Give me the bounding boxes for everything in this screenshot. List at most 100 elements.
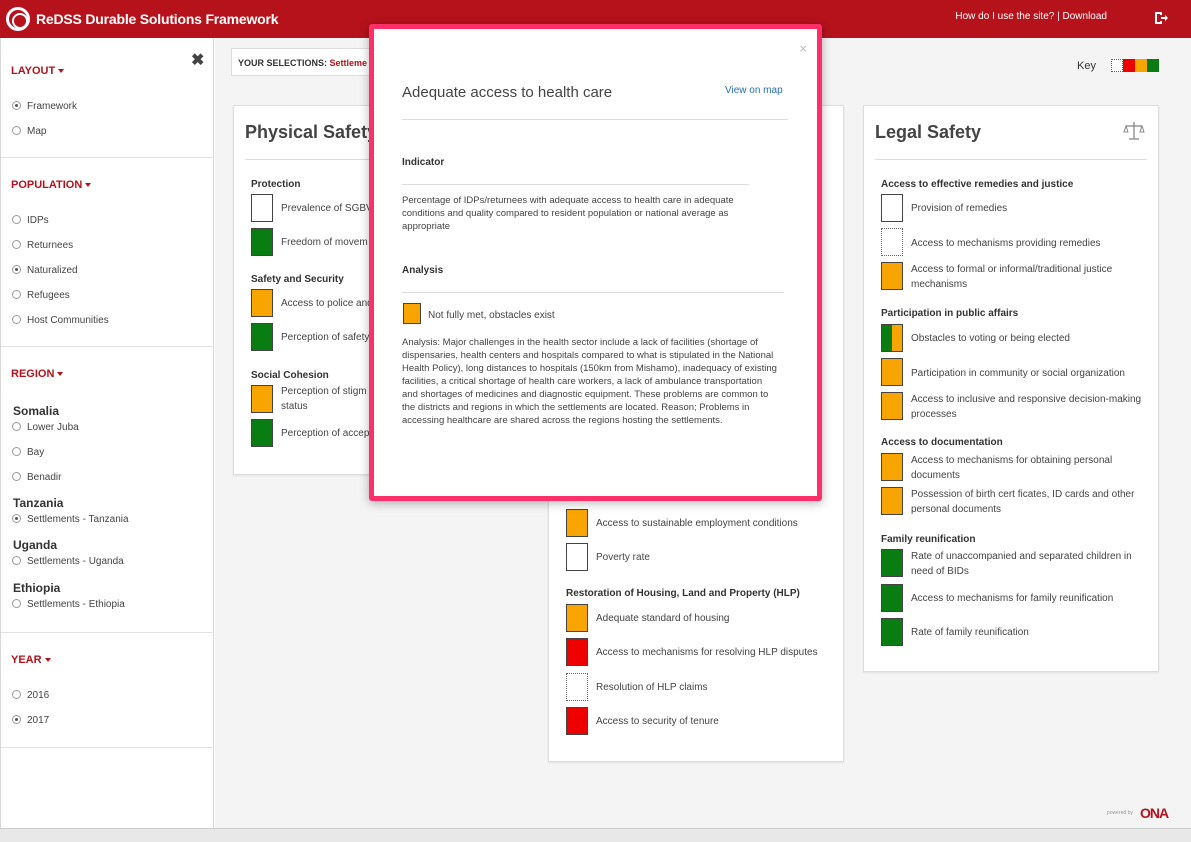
analysis-text: Analysis: Major challenges in the health…: [402, 337, 777, 426]
region-option-settlements-uganda[interactable]: Settlements - Uganda: [12, 556, 124, 567]
region-option-settlements-tanzania[interactable]: Settlements - Tanzania: [12, 514, 129, 525]
region-option-bay[interactable]: Bay: [12, 447, 44, 458]
radio-icon[interactable]: [12, 690, 21, 699]
indicator-hlp-disputes[interactable]: Access to mechanisms for resolving HLP d…: [566, 638, 836, 668]
status-amber-square[interactable]: [251, 289, 273, 317]
indicator-poverty-rate[interactable]: Poverty rate: [566, 543, 836, 573]
status-amber-square[interactable]: [881, 358, 903, 386]
group-social-cohesion: Social Cohesion: [251, 370, 329, 381]
year-heading[interactable]: YEAR: [11, 654, 51, 666]
indicator-perception-of-safety[interactable]: Perception of safety: [251, 323, 501, 353]
indicator-adequate-housing[interactable]: Adequate standard of housing: [566, 604, 836, 634]
status-amber-square[interactable]: [881, 487, 903, 515]
status-amber-square[interactable]: [881, 392, 903, 420]
status-green-square[interactable]: [881, 549, 903, 577]
indicator-access-to-police[interactable]: Access to police and: [251, 289, 501, 319]
indicator-possession-of-documents[interactable]: Possession of birth cert ficates, ID car…: [881, 487, 1151, 517]
analysis-heading: Analysis: [402, 265, 444, 276]
population-option-host-communities[interactable]: Host Communities: [12, 315, 109, 326]
key-swatch-red: [1123, 59, 1135, 72]
year-option-2016[interactable]: 2016: [12, 690, 49, 701]
status-red-square[interactable]: [566, 638, 588, 666]
indicator-hlp-claims[interactable]: Resolution of HLP claims: [566, 673, 836, 703]
indicator-reunification-mechanisms[interactable]: Access to mechanisms for family reunific…: [881, 584, 1151, 614]
download-link[interactable]: Download: [1062, 11, 1107, 22]
indicator-unaccompanied-children[interactable]: Rate of unaccompanied and separated chil…: [881, 549, 1151, 579]
app-title[interactable]: ReDSS Durable Solutions Framework: [36, 11, 279, 27]
population-heading[interactable]: POPULATION: [11, 179, 91, 191]
radio-icon[interactable]: [12, 290, 21, 299]
region-option-settlements-ethiopia[interactable]: Settlements - Ethiopia: [12, 599, 125, 610]
divider: [402, 119, 788, 120]
status-no-data-square[interactable]: [881, 228, 903, 256]
indicator-reunification-rate[interactable]: Rate of family reunification: [881, 618, 1151, 648]
indicator-security-of-tenure[interactable]: Access to security of tenure: [566, 707, 836, 737]
status-white-square[interactable]: [881, 194, 903, 222]
radio-icon[interactable]: [12, 599, 21, 608]
country-somalia: Somalia: [13, 404, 60, 418]
radio-icon[interactable]: [12, 240, 21, 249]
population-option-refugees[interactable]: Refugees: [12, 290, 70, 301]
status-green-square[interactable]: [881, 618, 903, 646]
radio-icon[interactable]: [12, 422, 21, 431]
status-amber-square[interactable]: [881, 453, 903, 481]
indicator-perception-of-stigma[interactable]: Perception of stigm status: [251, 385, 501, 415]
indicator-decision-making[interactable]: Access to inclusive and responsive decis…: [881, 392, 1151, 422]
indicator-obtaining-documents[interactable]: Access to mechanisms for obtaining perso…: [881, 453, 1151, 483]
modal-title: Adequate access to health care: [402, 84, 613, 101]
indicator-sustainable-employment[interactable]: Access to sustainable employment conditi…: [566, 509, 836, 539]
radio-icon[interactable]: [12, 126, 21, 135]
region-option-benadir[interactable]: Benadir: [12, 472, 61, 483]
radio-icon[interactable]: [12, 447, 21, 456]
population-option-idps[interactable]: IDPs: [12, 215, 49, 226]
indicator-perception-of-acceptance[interactable]: Perception of accep: [251, 419, 501, 449]
layout-option-framework[interactable]: Framework: [12, 101, 77, 112]
status-amber-square[interactable]: [251, 385, 273, 413]
status-white-square[interactable]: [251, 194, 273, 222]
help-link[interactable]: How do I use the site?: [955, 11, 1055, 22]
status-white-square[interactable]: [566, 543, 588, 571]
indicator-provision-of-remedies[interactable]: Provision of remedies: [881, 194, 1151, 224]
ona-logo[interactable]: ONA: [1140, 805, 1169, 821]
year-option-2017[interactable]: 2017: [12, 715, 49, 726]
indicator-mechanisms-remedies[interactable]: Access to mechanisms providing remedies: [881, 228, 1151, 258]
status-mixed-square[interactable]: [881, 324, 903, 352]
radio-icon[interactable]: [12, 215, 21, 224]
indicator-sgbv[interactable]: Prevalence of SGBV: [251, 194, 501, 224]
radio-selected-icon[interactable]: [12, 514, 21, 523]
radio-selected-icon[interactable]: [12, 265, 21, 274]
status-amber-square[interactable]: [881, 262, 903, 290]
status-amber-square[interactable]: [566, 509, 588, 537]
radio-icon[interactable]: [12, 556, 21, 565]
group-hlp: Restoration of Housing, Land and Propert…: [566, 588, 800, 599]
region-heading[interactable]: REGION: [11, 368, 63, 380]
indicator-freedom-of-movement[interactable]: Freedom of movem: [251, 228, 501, 258]
status-no-data-square[interactable]: [566, 673, 588, 701]
close-icon[interactable]: ×: [799, 41, 807, 56]
radio-icon[interactable]: [12, 472, 21, 481]
radio-selected-icon[interactable]: [12, 715, 21, 724]
status-green-square[interactable]: [251, 228, 273, 256]
status-green-square[interactable]: [251, 419, 273, 447]
layout-heading[interactable]: LAYOUT: [11, 65, 64, 77]
status-green-square[interactable]: [881, 584, 903, 612]
status-amber-square[interactable]: [566, 604, 588, 632]
indicator-community-participation[interactable]: Participation in community or social org…: [881, 358, 1151, 388]
legal-safety-card: Legal Safety Access to effective remedie…: [863, 105, 1159, 672]
logout-icon[interactable]: [1153, 10, 1169, 26]
radio-icon[interactable]: [12, 315, 21, 324]
layout-option-map[interactable]: Map: [12, 126, 46, 137]
group-family-reunification: Family reunification: [881, 534, 976, 545]
status-red-square[interactable]: [566, 707, 588, 735]
indicator-justice-mechanisms[interactable]: Access to formal or informal/traditional…: [881, 262, 1151, 292]
region-option-lower-juba[interactable]: Lower Juba: [12, 422, 79, 433]
region-section: REGION Somalia Lower Juba Bay Benadir Ta…: [1, 347, 214, 633]
population-option-naturalized[interactable]: Naturalized: [12, 265, 78, 276]
indicator-heading: Indicator: [402, 157, 445, 168]
status-green-square[interactable]: [251, 323, 273, 351]
radio-selected-icon[interactable]: [12, 101, 21, 110]
population-option-returnees[interactable]: Returnees: [12, 240, 73, 251]
indicator-voting-obstacles[interactable]: Obstacles to voting or being elected: [881, 324, 1151, 354]
view-on-map-link[interactable]: View on map: [725, 85, 783, 96]
close-sidebar-icon[interactable]: ✖: [191, 52, 205, 69]
